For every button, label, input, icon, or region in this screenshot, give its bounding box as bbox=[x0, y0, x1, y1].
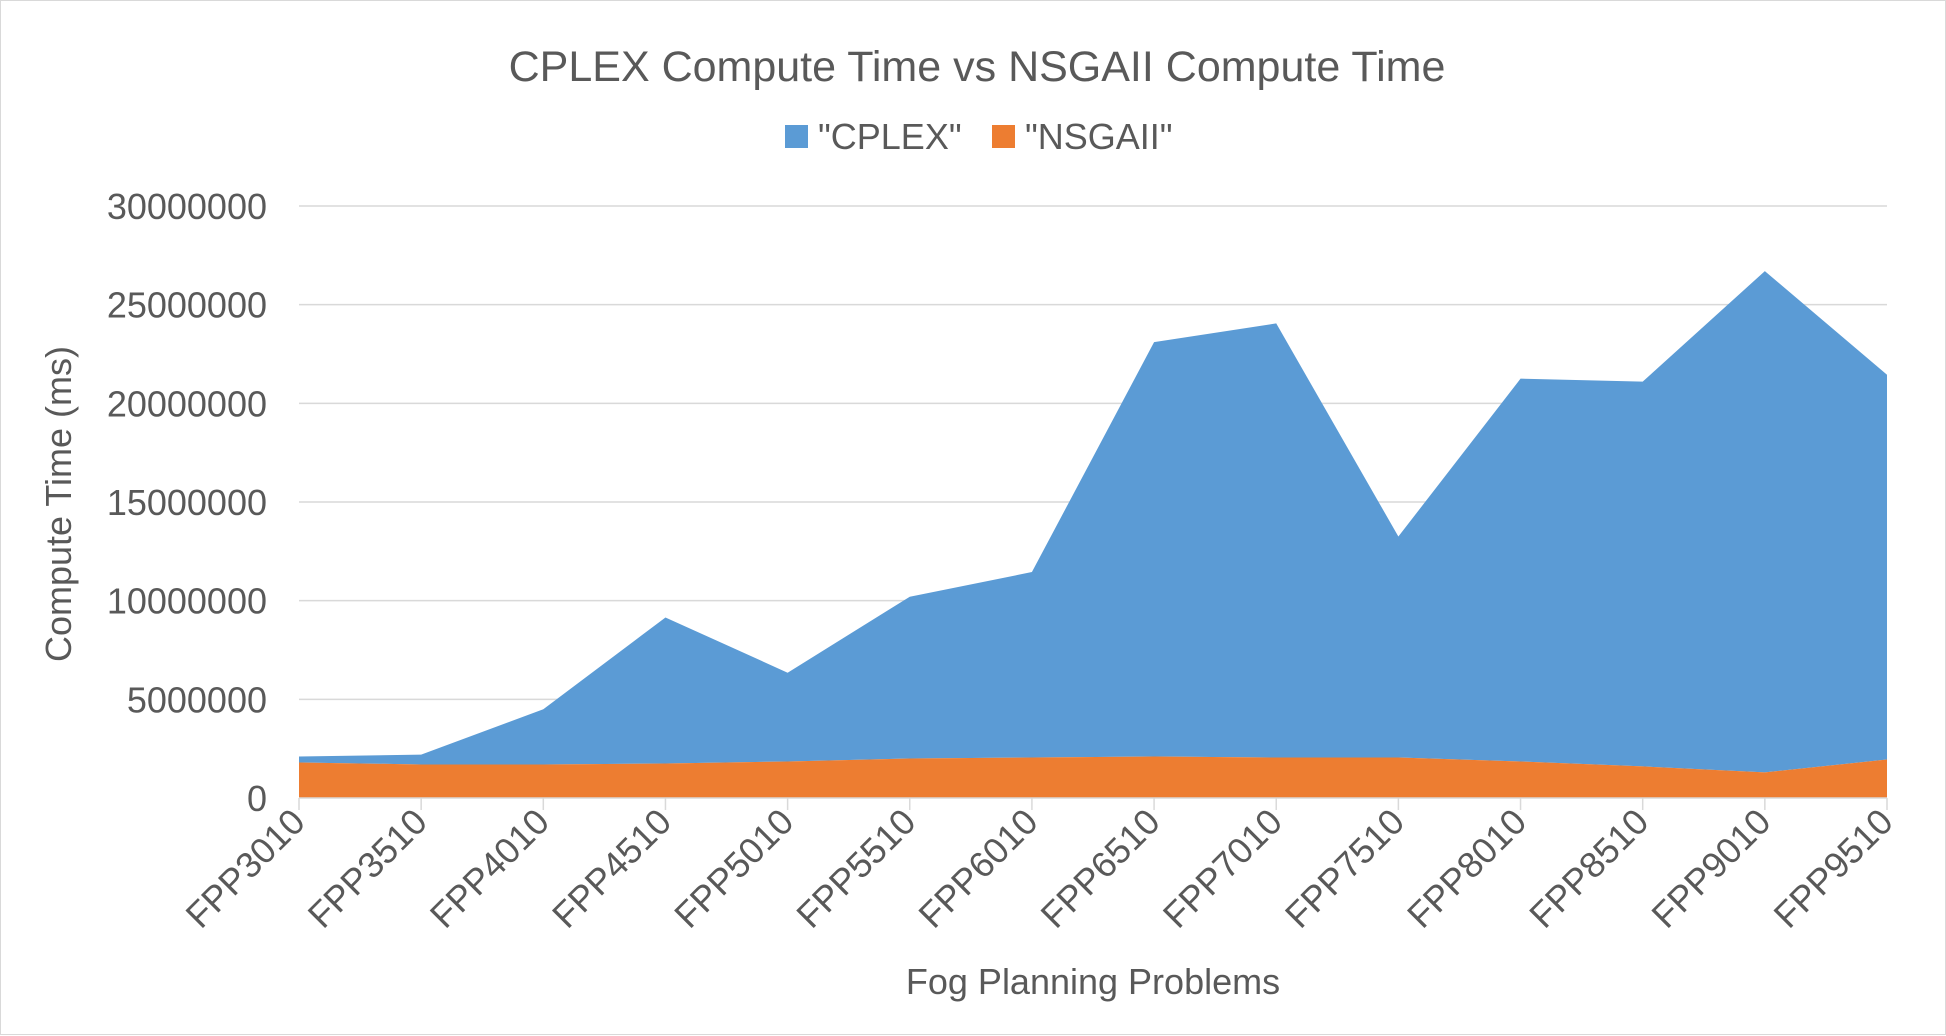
legend-swatch-nsgaii bbox=[992, 125, 1015, 148]
x-axis-tick-labels: FPP3010FPP3510FPP4010FPP4510FPP5010FPP55… bbox=[178, 801, 1901, 936]
y-tick-label-25000000: 25000000 bbox=[107, 285, 267, 326]
x-tick-label-fpp6010: FPP6010 bbox=[910, 801, 1045, 936]
chart-title: CPLEX Compute Time vs NSGAII Compute Tim… bbox=[509, 43, 1446, 91]
y-axis-title: Compute Time (ms) bbox=[38, 346, 79, 662]
y-tick-label-5000000: 5000000 bbox=[127, 679, 267, 720]
x-tick-label-fpp3510: FPP3510 bbox=[300, 801, 435, 936]
x-tick-label-fpp8510: FPP8510 bbox=[1521, 801, 1656, 936]
x-tick-label-fpp8010: FPP8010 bbox=[1399, 801, 1534, 936]
area-series-nsgaii bbox=[299, 756, 1887, 798]
x-tick-label-fpp7510: FPP7510 bbox=[1277, 801, 1412, 936]
legend-label-cplex: "CPLEX" bbox=[818, 116, 962, 157]
x-tick-label-fpp9510: FPP9510 bbox=[1766, 801, 1901, 936]
y-tick-label-0: 0 bbox=[247, 778, 267, 819]
legend: "CPLEX" "NSGAII" bbox=[785, 116, 1173, 157]
x-tick-label-fpp5510: FPP5510 bbox=[788, 801, 923, 936]
x-tick-label-fpp5010: FPP5010 bbox=[666, 801, 801, 936]
y-tick-label-30000000: 30000000 bbox=[107, 186, 267, 227]
x-tick-label-fpp4010: FPP4010 bbox=[422, 801, 557, 936]
legend-label-nsgaii: "NSGAII" bbox=[1025, 116, 1173, 157]
x-tick-label-fpp4510: FPP4510 bbox=[544, 801, 679, 936]
area-series-cplex bbox=[299, 271, 1887, 773]
y-axis-tick-labels: 0 5000000 10000000 15000000 20000000 25000000… bbox=[107, 186, 267, 819]
y-tick-label-10000000: 10000000 bbox=[107, 581, 267, 622]
x-tick-label-fpp6510: FPP6510 bbox=[1033, 801, 1168, 936]
x-tick-label-fpp9010: FPP9010 bbox=[1643, 801, 1778, 936]
x-axis bbox=[298, 797, 1888, 810]
legend-swatch-cplex bbox=[785, 125, 808, 148]
areas bbox=[299, 271, 1887, 798]
y-tick-label-15000000: 15000000 bbox=[107, 482, 267, 523]
x-tick-label-fpp3010: FPP3010 bbox=[178, 801, 313, 936]
x-tick-label-fpp7010: FPP7010 bbox=[1155, 801, 1290, 936]
y-tick-label-20000000: 20000000 bbox=[107, 383, 267, 424]
x-axis-title: Fog Planning Problems bbox=[906, 961, 1280, 1002]
